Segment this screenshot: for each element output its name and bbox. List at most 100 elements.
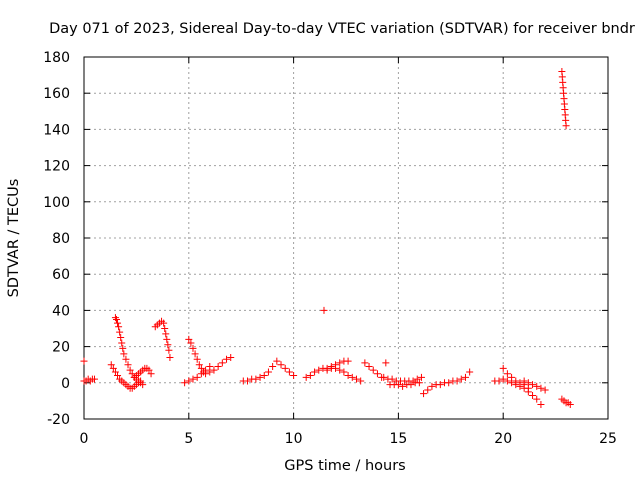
y-tick-label: 140 (43, 122, 70, 138)
data-point (320, 306, 328, 314)
data-point (336, 359, 344, 367)
data-point (260, 372, 268, 380)
data-point (445, 379, 453, 387)
data-point (166, 353, 174, 361)
y-tick-label: 60 (52, 267, 70, 283)
series-arc-15 (380, 373, 425, 385)
data-point (428, 382, 436, 390)
data-point (210, 366, 218, 374)
data-point (206, 368, 214, 376)
data-point (165, 346, 173, 354)
data-point (394, 381, 402, 389)
data-point (128, 370, 136, 378)
data-point (336, 366, 344, 374)
axis-ticks (83, 56, 609, 420)
data-point (187, 339, 195, 347)
data-point (399, 382, 407, 390)
series-arc-13 (320, 306, 328, 314)
data-point (119, 344, 127, 352)
data-point (415, 379, 423, 387)
data-point (115, 323, 123, 331)
data-point (256, 373, 264, 381)
data-points (80, 67, 574, 409)
data-point (90, 375, 98, 383)
chart-title: Day 071 of 2023, Sidereal Day-to-day VTE… (49, 21, 635, 37)
data-point (114, 372, 122, 380)
series-arc-17 (386, 379, 423, 390)
data-point (413, 375, 421, 383)
series-arc-10 (239, 357, 298, 385)
data-point (145, 366, 153, 374)
data-point (344, 357, 352, 365)
data-point (420, 390, 428, 398)
data-point (340, 368, 348, 376)
data-point (424, 386, 432, 394)
data-point (388, 375, 396, 383)
data-point (457, 375, 465, 383)
series-arc-04 (111, 314, 147, 389)
data-point (436, 381, 444, 389)
data-point (417, 373, 425, 381)
series-arc-19 (491, 375, 545, 409)
data-point (197, 364, 205, 372)
data-point (348, 373, 356, 381)
data-point (161, 325, 169, 332)
data-point (185, 335, 193, 343)
data-point (453, 377, 461, 385)
data-point (122, 355, 130, 363)
series-arc-16 (382, 359, 390, 367)
data-point (273, 357, 281, 365)
data-point (537, 384, 545, 392)
data-point (202, 370, 210, 378)
data-point (373, 370, 381, 378)
x-tick-label: 10 (285, 431, 303, 447)
x-tick-label: 25 (599, 431, 617, 447)
series-arc-12 (323, 364, 365, 385)
data-point (537, 401, 545, 409)
data-point (407, 381, 415, 389)
data-point (195, 361, 203, 369)
series-arc-05 (130, 364, 155, 381)
data-point (520, 377, 528, 385)
data-point (352, 375, 360, 383)
data-point (189, 375, 197, 383)
data-point (181, 379, 189, 387)
x-tick-label: 15 (389, 431, 407, 447)
data-point (466, 368, 474, 376)
data-point (191, 350, 199, 358)
data-point (302, 373, 310, 381)
data-point (495, 377, 503, 385)
series-arc-02 (80, 357, 88, 365)
data-point (315, 366, 323, 374)
data-point (306, 372, 314, 380)
data-point (214, 363, 222, 371)
data-point (277, 361, 285, 369)
data-point (164, 341, 172, 349)
data-point (524, 379, 532, 387)
series-arc-18 (420, 368, 474, 398)
data-point (503, 370, 511, 378)
data-point (117, 334, 125, 342)
grid (84, 57, 608, 419)
data-point (281, 364, 289, 372)
data-point (380, 373, 388, 381)
data-point (361, 359, 369, 367)
series-arc-20 (499, 364, 532, 392)
x-tick-label: 5 (184, 431, 193, 447)
data-point (193, 373, 201, 381)
x-tick-labels: 0 5 10 15 20 25 (80, 431, 617, 447)
series-arc-23 (558, 67, 570, 130)
data-point (223, 355, 231, 363)
y-tick-label: 100 (43, 195, 70, 211)
x-tick-label: 20 (494, 431, 512, 447)
series-arc-07 (181, 363, 214, 387)
data-point (332, 364, 340, 372)
data-point (344, 372, 352, 380)
data-point (512, 377, 520, 385)
series-arc-22 (558, 395, 574, 409)
data-point (529, 391, 537, 399)
data-point (290, 372, 298, 380)
data-point (566, 401, 574, 409)
data-point (541, 386, 549, 394)
